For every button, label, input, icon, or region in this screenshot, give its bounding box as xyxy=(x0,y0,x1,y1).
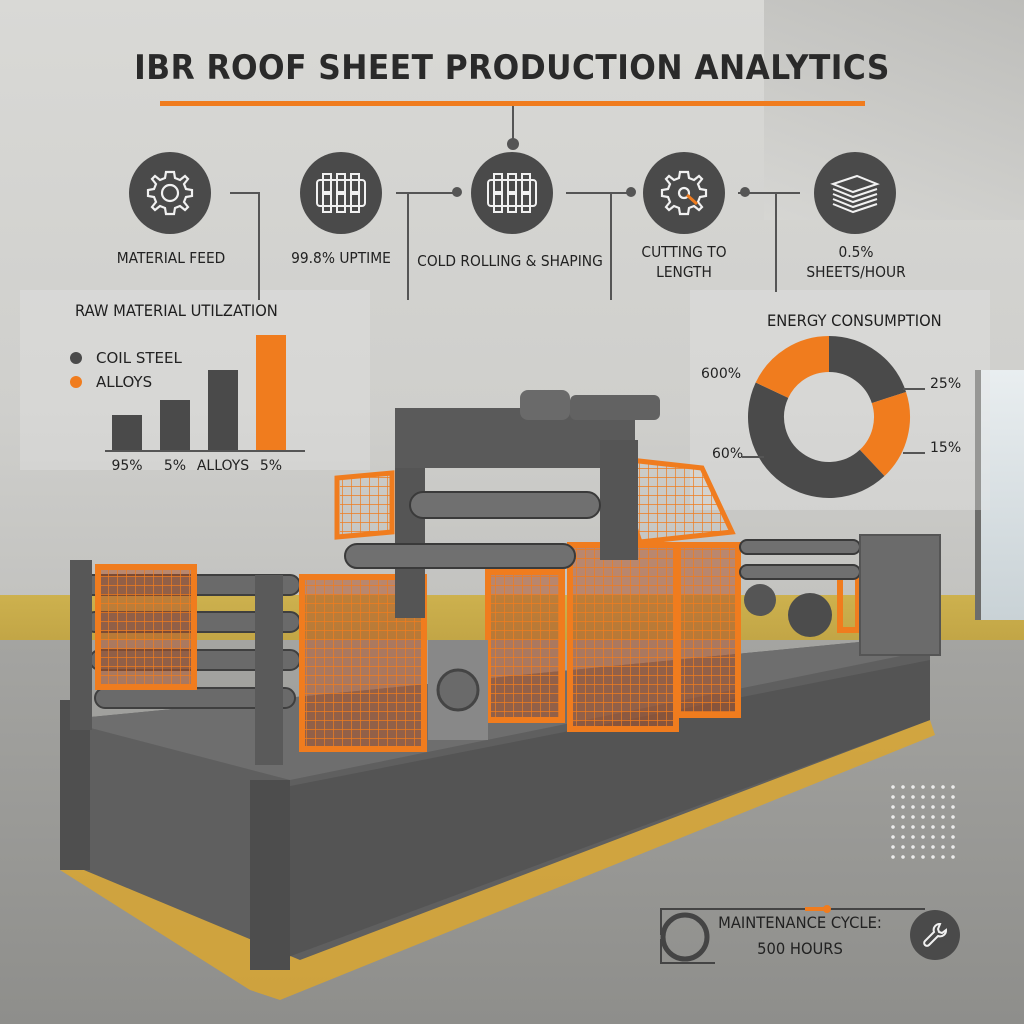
donut-slice-2 xyxy=(748,382,885,498)
bar-label-1: 5% xyxy=(163,458,187,474)
stage-label-material-feed: MATERIAL FEED xyxy=(116,249,226,267)
bar-label-2: ALLOYS xyxy=(196,458,250,474)
flow-connector-dot xyxy=(626,187,636,197)
bar-label-0: 95% xyxy=(111,458,143,474)
flow-connector xyxy=(258,192,260,300)
legend-dot-coil-steel xyxy=(70,352,82,364)
energy-title: ENERGY CONSUMPTION xyxy=(767,311,942,330)
maintenance-cycle-label: MAINTENANCE CYCLE: xyxy=(718,913,882,932)
stage-label-cutting: CUTTING TO LENGTH xyxy=(641,243,727,281)
energy-donut-chart xyxy=(748,336,910,498)
legend-alloys: ALLOYS xyxy=(70,373,152,391)
wrench-icon xyxy=(923,923,947,947)
energy-leader-line xyxy=(903,388,925,390)
legend-dot-alloys xyxy=(70,376,82,388)
donut-slice-1 xyxy=(859,391,910,477)
stage-label-sheets: 0.5% SHEETS/HOUR xyxy=(806,243,906,281)
stage-cutting xyxy=(643,152,725,234)
flow-connector xyxy=(775,192,777,292)
bar-label-3: 5% xyxy=(259,458,283,474)
title-connector xyxy=(512,106,514,142)
cutting-gear-icon xyxy=(660,170,708,216)
legend-label-coil-steel: COIL STEEL xyxy=(96,349,182,367)
donut-slice-0 xyxy=(828,336,907,404)
decorative-dot-grid xyxy=(888,782,958,862)
energy-label-top-left: 600% xyxy=(701,366,742,382)
bar-chart-axis xyxy=(105,450,305,452)
legend-label-alloys: ALLOYS xyxy=(96,373,153,391)
energy-label-bottom-right: 15% xyxy=(930,440,962,456)
energy-leader-line xyxy=(742,456,764,458)
stage-sheets xyxy=(814,152,896,234)
maintenance-wrench xyxy=(910,910,960,960)
donut-slice-3 xyxy=(755,336,830,399)
maintenance-hours-value: 500 HOURS xyxy=(757,939,843,958)
energy-leader-line xyxy=(903,452,925,454)
rollers-icon xyxy=(316,173,366,213)
bar-2 xyxy=(208,370,238,450)
stage-material-feed xyxy=(129,152,211,234)
flow-connector xyxy=(396,192,458,194)
stage-cold-rolling xyxy=(471,152,553,234)
bar-0 xyxy=(112,415,142,450)
factory-door xyxy=(975,370,1024,620)
page-title: IBR ROOF SHEET PRODUCTION ANALYTICS xyxy=(134,48,890,88)
stage-label-uptime: 99.8% UPTIME xyxy=(291,249,391,267)
flow-connector-dot xyxy=(740,187,750,197)
flow-connector xyxy=(230,192,258,194)
flow-connector-dot xyxy=(452,187,462,197)
sheet-stack-icon xyxy=(830,174,880,214)
energy-label-top-right: 25% xyxy=(930,376,962,392)
flow-connector xyxy=(566,192,628,194)
maintenance-frame xyxy=(660,905,925,964)
flow-connector xyxy=(407,192,409,300)
energy-label-bottom-left: 60% xyxy=(712,446,744,462)
flow-connector xyxy=(738,192,800,194)
rollers-icon xyxy=(487,173,537,213)
stage-label-cold-rolling: COLD ROLLING & SHAPING xyxy=(417,252,603,270)
bar-3 xyxy=(256,335,286,450)
legend-coil-steel: COIL STEEL xyxy=(70,349,182,367)
title-underline xyxy=(160,101,865,106)
flow-connector xyxy=(610,192,612,300)
bar-1 xyxy=(160,400,190,450)
gear-icon xyxy=(146,170,194,216)
raw-material-title: RAW MATERIAL UTILZATION xyxy=(75,301,278,320)
stage-uptime xyxy=(300,152,382,234)
title-connector-dot xyxy=(507,138,519,150)
